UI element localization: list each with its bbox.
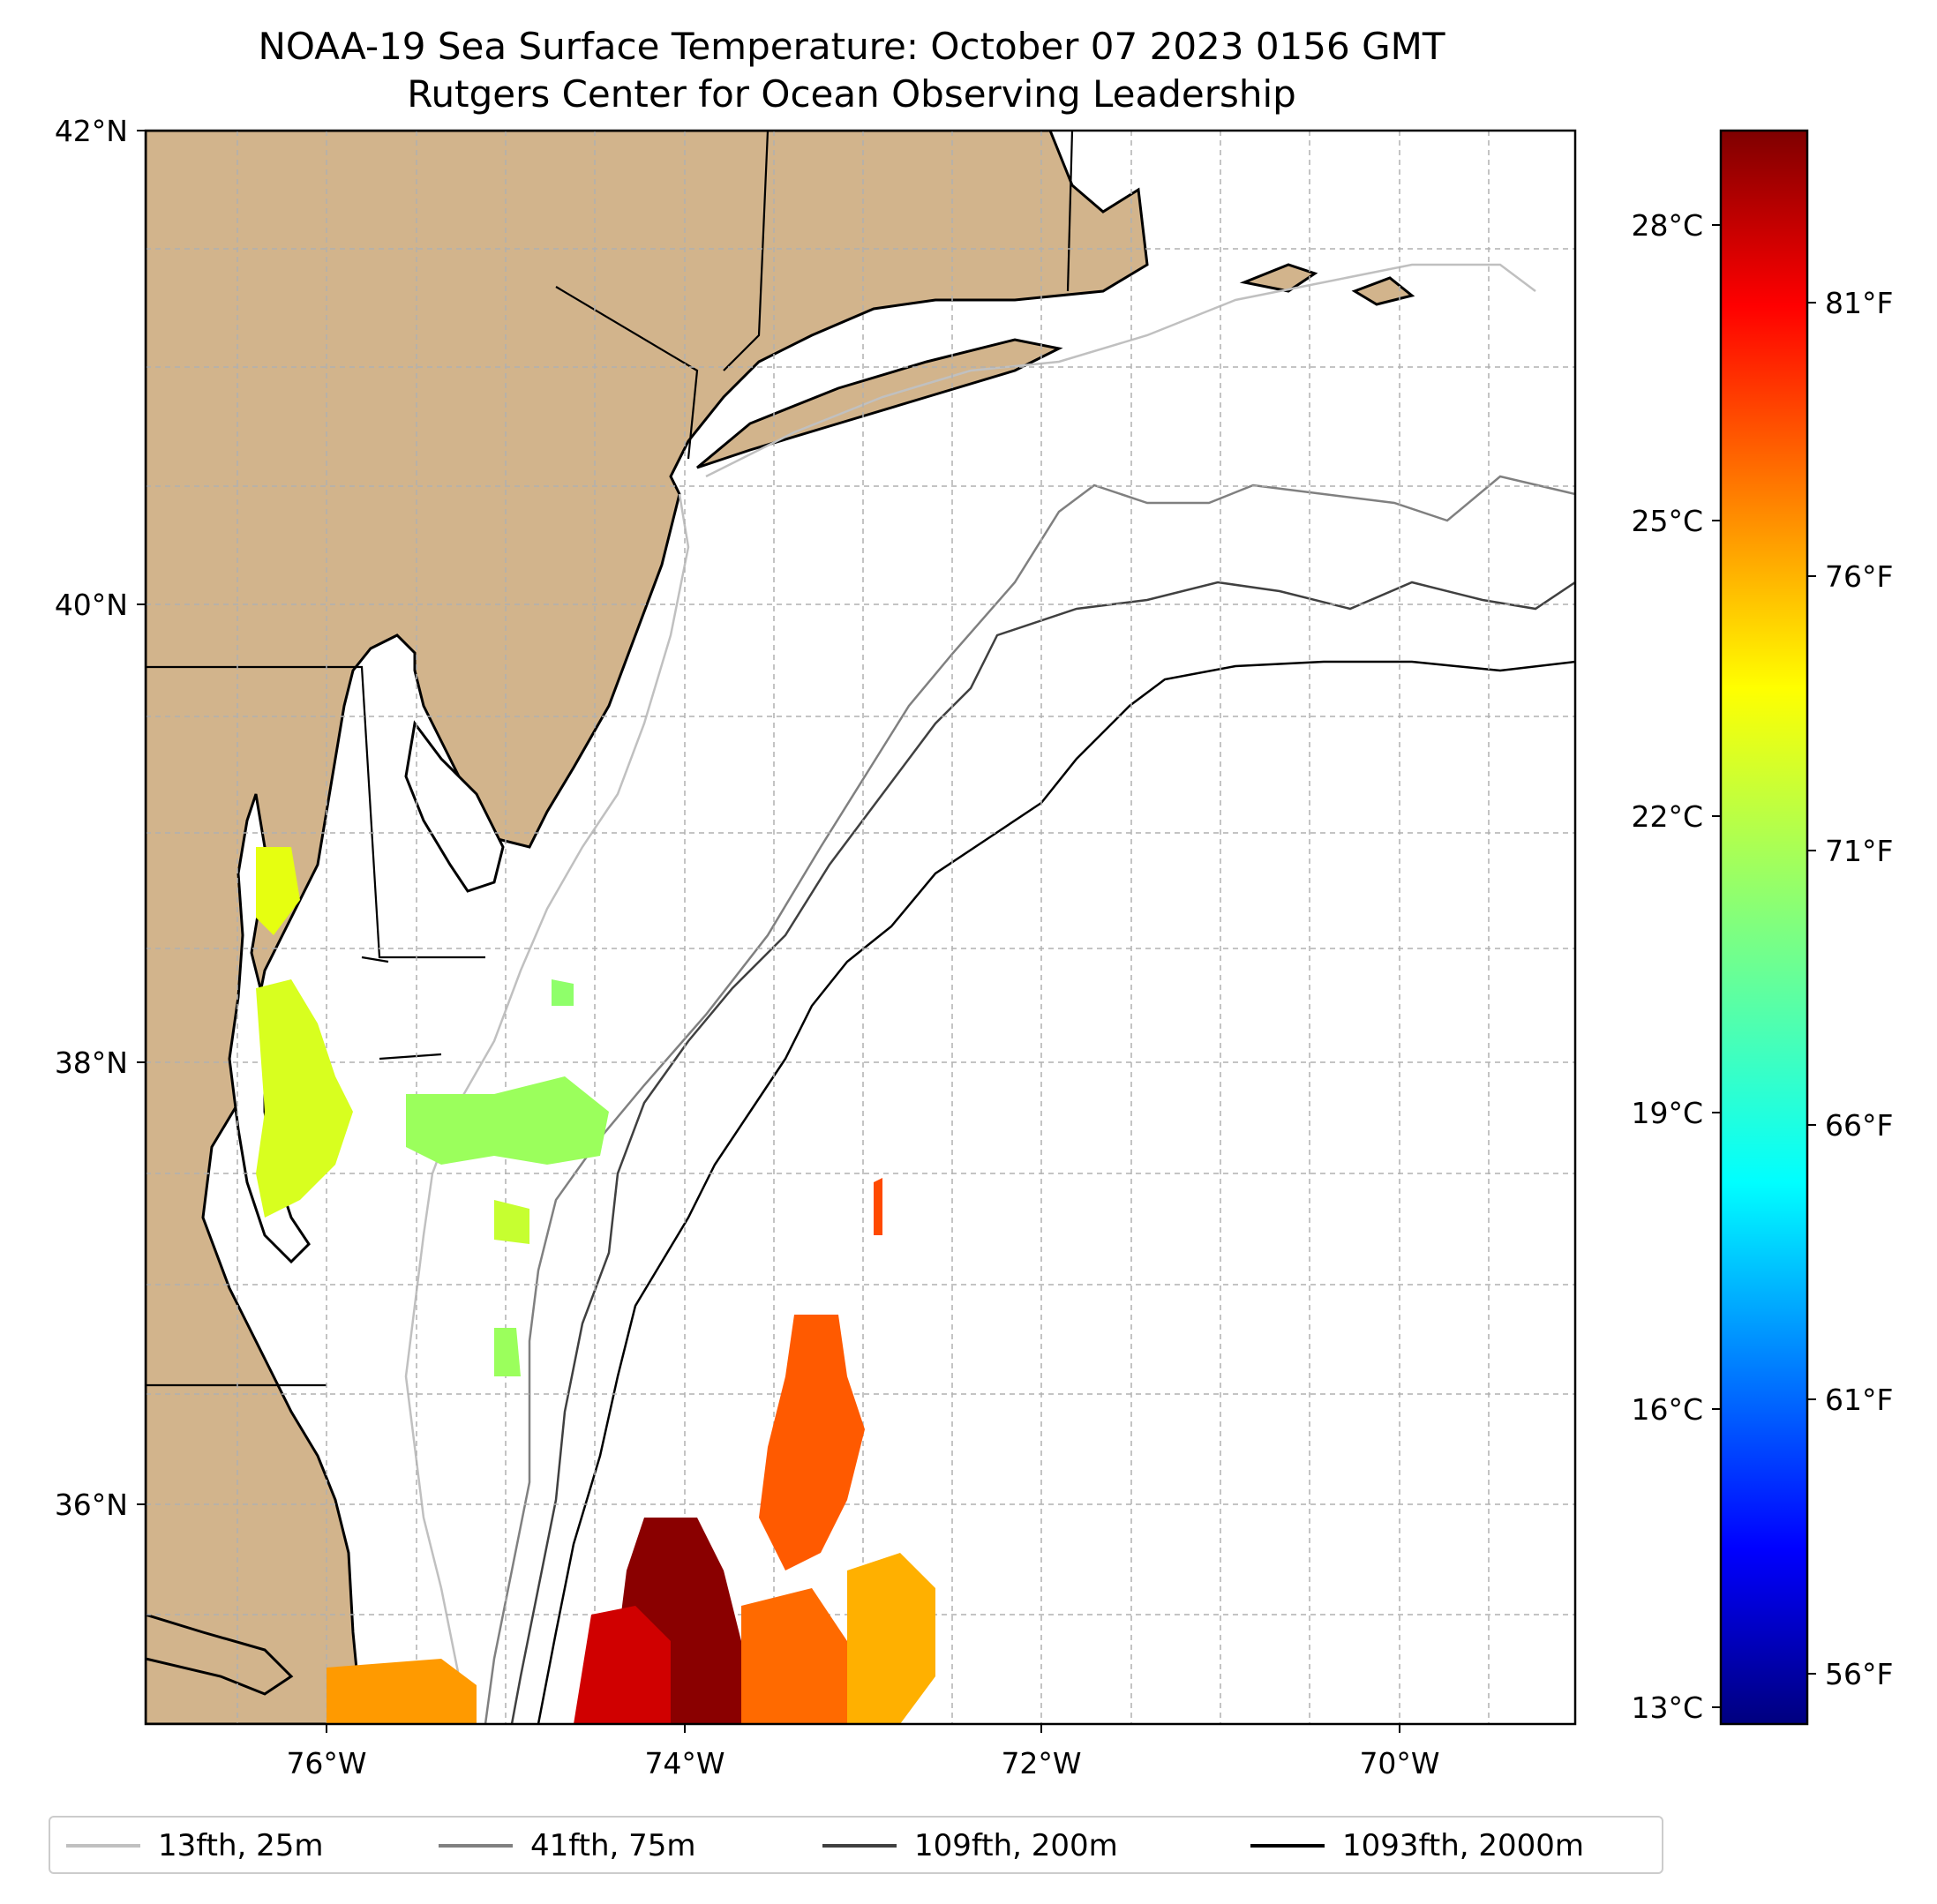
- lat-tick-label: 36°N: [55, 1488, 128, 1522]
- fahrenheit-tick-label: 76°F: [1825, 559, 1893, 594]
- legend-item-25m: 13fth, 25m: [66, 1828, 324, 1863]
- lon-tick-label: 76°W: [286, 1746, 366, 1780]
- fahrenheit-tick-label: 61°F: [1825, 1383, 1893, 1417]
- legend-label: 13fth, 25m: [158, 1828, 324, 1863]
- sst-data: [256, 847, 935, 1724]
- celsius-tick-label: 25°C: [1631, 504, 1703, 538]
- legend-item-2000m: 1093fth, 2000m: [1250, 1828, 1584, 1863]
- map-frame: [144, 129, 1577, 1726]
- legend-item-200m: 109fth, 200m: [822, 1828, 1118, 1863]
- fahrenheit-tick-label: 81°F: [1825, 286, 1893, 320]
- legend-swatch: [1250, 1844, 1325, 1848]
- legend-swatch: [439, 1844, 513, 1848]
- chart-subtitle: Rutgers Center for Ocean Observing Leade…: [407, 72, 1296, 116]
- legend-item-75m: 41fth, 75m: [439, 1828, 696, 1863]
- chart-title: NOAA-19 Sea Surface Temperature: October…: [258, 25, 1445, 68]
- fahrenheit-tick-label: 56°F: [1825, 1657, 1893, 1691]
- colorbar: [1719, 129, 1809, 1726]
- celsius-tick-label: 28°C: [1631, 208, 1703, 243]
- fahrenheit-tick-label: 66°F: [1825, 1108, 1893, 1143]
- nantucket: [1351, 276, 1415, 306]
- celsius-tick-label: 22°C: [1631, 799, 1703, 834]
- state-borders: [146, 131, 1074, 1387]
- lat-tick-label: 42°N: [55, 114, 128, 148]
- martha-vineyard: [1239, 263, 1318, 293]
- colorbar-ticks: [1712, 224, 1816, 1708]
- isobath-legend: 13fth, 25m 41fth, 75m 109fth, 200m 1093f…: [49, 1816, 1663, 1874]
- delaware-bay: [404, 720, 505, 893]
- gridlines: [146, 131, 1575, 1724]
- lon-tick-label: 74°W: [644, 1746, 724, 1780]
- outer-banks: [146, 1613, 294, 1696]
- chesapeake-bay: [228, 793, 311, 1264]
- lon-tick-label: 72°W: [1001, 1746, 1081, 1780]
- legend-label: 1093fth, 2000m: [1342, 1828, 1585, 1863]
- lon-tick-label: 70°W: [1359, 1746, 1439, 1780]
- fahrenheit-tick-label: 71°F: [1825, 834, 1893, 868]
- legend-label: 109fth, 200m: [914, 1828, 1118, 1863]
- legend-swatch: [822, 1844, 897, 1848]
- lat-axis: [137, 130, 146, 1505]
- lat-tick-label: 40°N: [55, 588, 128, 622]
- lat-tick-label: 38°N: [55, 1046, 128, 1080]
- celsius-tick-label: 16°C: [1631, 1392, 1703, 1427]
- legend-swatch: [66, 1844, 140, 1848]
- lon-axis: [326, 1724, 1400, 1733]
- celsius-tick-label: 19°C: [1631, 1096, 1703, 1130]
- land-mainland: [146, 131, 1149, 1724]
- legend-label: 41fth, 75m: [530, 1828, 696, 1863]
- celsius-tick-label: 13°C: [1631, 1690, 1703, 1725]
